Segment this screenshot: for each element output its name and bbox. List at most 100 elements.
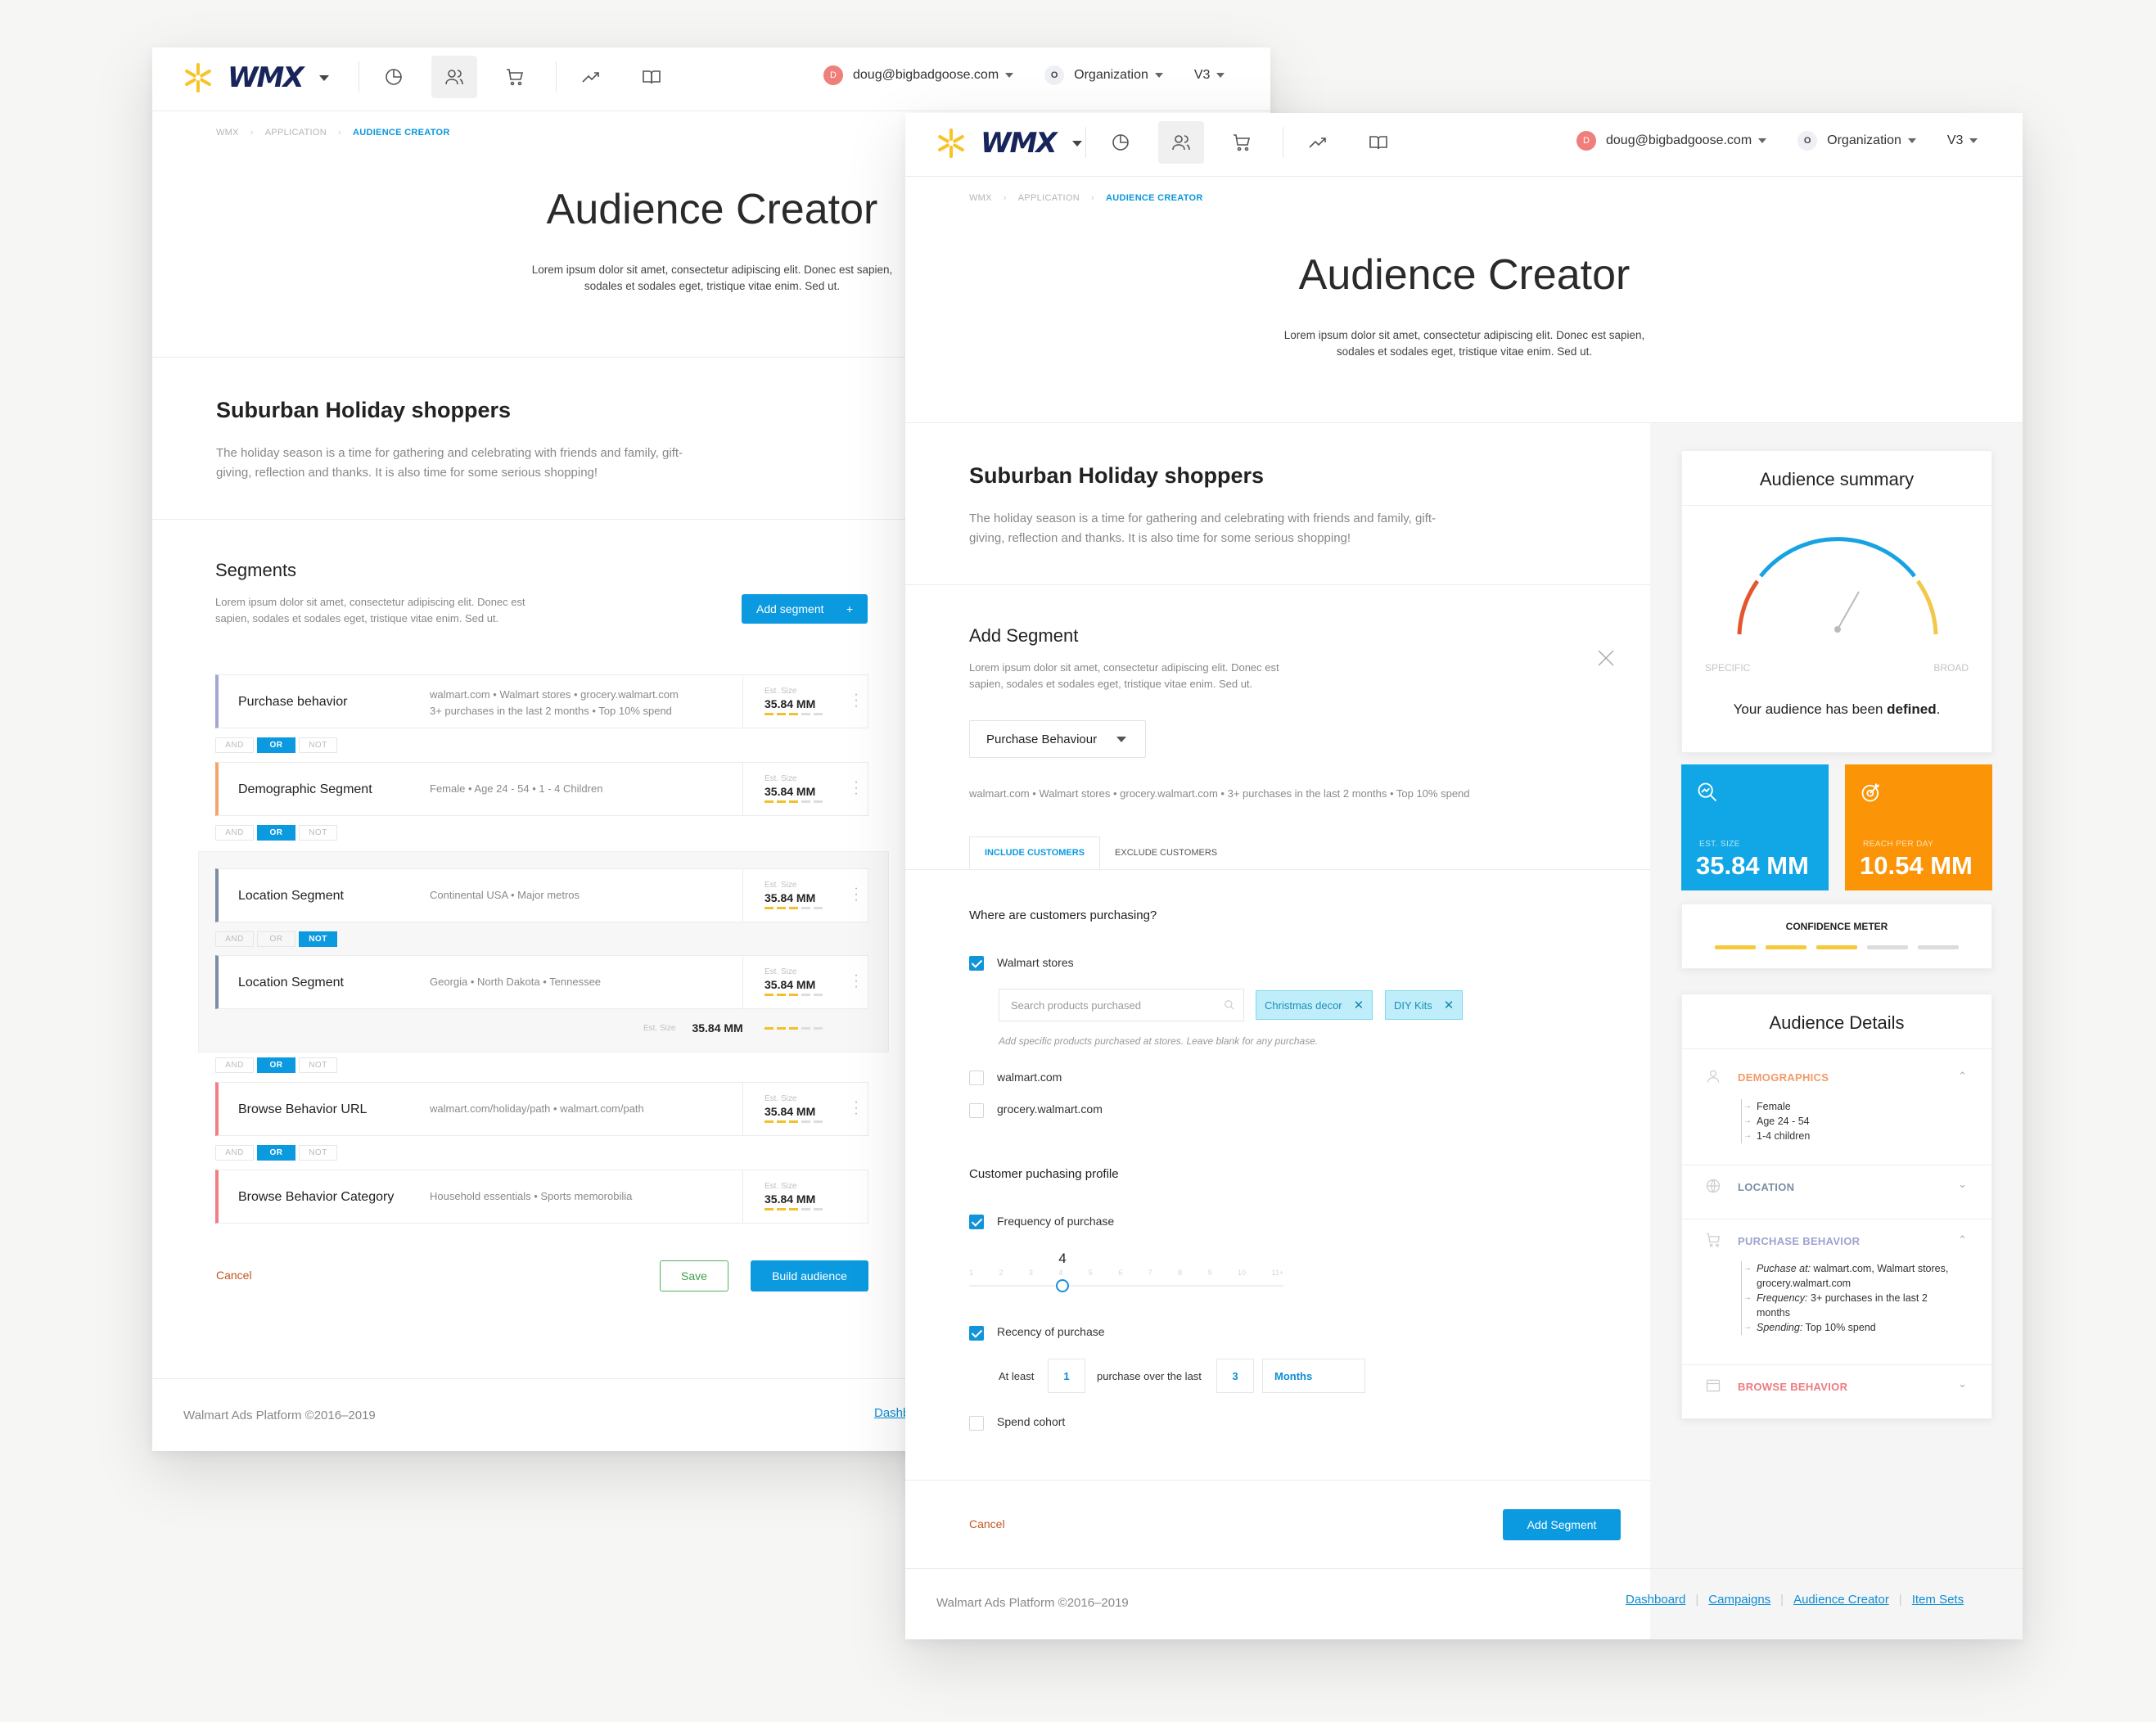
frequency-slider[interactable]: 1 2 3 4 5 6 7 8 9 10 11+ 4 bbox=[969, 1251, 1283, 1300]
est-size-value: 35.84 MM bbox=[1696, 851, 1809, 880]
logic-and[interactable]: AND bbox=[215, 1057, 254, 1073]
nav-items[interactable] bbox=[492, 56, 538, 98]
segment-card[interactable]: Browse Behavior Category Household essen… bbox=[215, 1170, 868, 1224]
purchase-count-input[interactable]: 1 bbox=[1048, 1359, 1085, 1393]
brand-menu[interactable]: WMX bbox=[182, 61, 329, 94]
logic-not[interactable]: NOT bbox=[299, 1145, 337, 1161]
segment-type-select[interactable]: Purchase Behaviour bbox=[969, 720, 1146, 758]
chevron-up-icon[interactable]: ⌃ bbox=[1958, 1070, 1967, 1082]
cancel-link[interactable]: Cancel bbox=[969, 1517, 1005, 1530]
brand-menu[interactable]: WMX bbox=[935, 127, 1082, 160]
chevron-down-icon bbox=[318, 74, 329, 81]
target-search-icon bbox=[1698, 782, 1717, 802]
more-icon[interactable]: · · · bbox=[854, 687, 859, 713]
group-total-size: 35.84 MM bbox=[692, 1021, 743, 1035]
more-icon[interactable]: · · · bbox=[854, 775, 859, 800]
nav-docs[interactable] bbox=[1355, 121, 1401, 164]
walmart-com-checkbox[interactable] bbox=[969, 1071, 984, 1085]
walmart-stores-checkbox[interactable] bbox=[969, 956, 984, 971]
chevron-up-icon[interactable]: ⌃ bbox=[1958, 1233, 1967, 1246]
logic-or[interactable]: OR bbox=[257, 737, 295, 753]
product-chip[interactable]: Christmas decor ✕ bbox=[1256, 990, 1373, 1020]
cancel-link[interactable]: Cancel bbox=[216, 1269, 252, 1282]
footer-link-item-sets[interactable]: Item Sets bbox=[1911, 1593, 1964, 1607]
details-location-header[interactable]: LOCATION bbox=[1738, 1181, 1795, 1193]
logic-and[interactable]: AND bbox=[215, 1145, 254, 1161]
chevron-down-icon bbox=[1071, 140, 1082, 147]
product-search-input[interactable]: Search products purchased bbox=[999, 989, 1244, 1021]
nav-audiences[interactable] bbox=[1158, 121, 1204, 164]
logic-not[interactable]: NOT bbox=[299, 1057, 337, 1073]
logic-or[interactable]: OR bbox=[257, 1145, 295, 1161]
breadcrumb-item[interactable]: APPLICATION bbox=[1017, 193, 1080, 203]
nav-audiences[interactable] bbox=[431, 56, 477, 98]
logic-or[interactable]: OR bbox=[257, 825, 295, 841]
logic-and[interactable]: AND bbox=[215, 825, 254, 841]
nav-trends[interactable] bbox=[568, 56, 614, 98]
save-button[interactable]: Save bbox=[660, 1260, 728, 1292]
breadcrumb-item[interactable]: WMX bbox=[969, 193, 992, 203]
more-icon[interactable]: · · · bbox=[854, 1095, 859, 1120]
footer-link-campaigns[interactable]: Campaigns bbox=[1708, 1593, 1771, 1607]
nav-items[interactable] bbox=[1219, 121, 1265, 164]
add-segment-button[interactable]: Add segment + bbox=[742, 594, 868, 624]
logic-or[interactable]: OR bbox=[257, 1057, 295, 1073]
logic-not[interactable]: NOT bbox=[299, 825, 337, 841]
tab-include-customers[interactable]: INCLUDE CUSTOMERS bbox=[969, 836, 1101, 869]
segment-card[interactable]: Demographic Segment Female • Age 24 - 54… bbox=[215, 762, 868, 816]
footer-copyright: Walmart Ads Platform ©2016–2019 bbox=[183, 1409, 376, 1422]
chevron-down-icon[interactable]: ⌄ bbox=[1958, 1377, 1967, 1390]
build-audience-button[interactable]: Build audience bbox=[751, 1260, 868, 1292]
period-unit-select[interactable]: Months bbox=[1262, 1359, 1365, 1393]
details-demographics-header[interactable]: DEMOGRAPHICS bbox=[1738, 1071, 1829, 1084]
tab-exclude-customers[interactable]: EXCLUDE CUSTOMERS bbox=[1115, 848, 1218, 858]
nav-dashboard[interactable] bbox=[371, 56, 417, 98]
segment-card[interactable]: Location Segment Continental USA • Major… bbox=[215, 868, 868, 922]
product-chip[interactable]: DIY Kits ✕ bbox=[1385, 990, 1464, 1020]
grocery-checkbox[interactable] bbox=[969, 1103, 984, 1118]
more-icon[interactable]: · · · bbox=[854, 968, 859, 994]
period-count-input[interactable]: 3 bbox=[1216, 1359, 1254, 1393]
segment-card[interactable]: Location Segment Georgia • North Dakota … bbox=[215, 955, 868, 1009]
footer-link-dashboard[interactable]: Dashb bbox=[874, 1406, 910, 1420]
logic-and[interactable]: AND bbox=[215, 931, 254, 947]
logic-not[interactable]: NOT bbox=[299, 931, 337, 947]
recency-checkbox[interactable] bbox=[969, 1326, 984, 1341]
breadcrumb-item[interactable]: APPLICATION bbox=[264, 128, 327, 137]
details-purchase-header[interactable]: PURCHASE BEHAVIOR bbox=[1738, 1235, 1861, 1247]
nav-docs[interactable] bbox=[629, 56, 674, 98]
remove-chip-icon[interactable]: ✕ bbox=[1353, 998, 1364, 1012]
details-browse-header[interactable]: BROWSE BEHAVIOR bbox=[1738, 1381, 1848, 1393]
org-label: Organization bbox=[1827, 133, 1901, 147]
chevron-down-icon[interactable]: ⌄ bbox=[1958, 1178, 1967, 1190]
trend-icon bbox=[582, 72, 599, 83]
breadcrumb-item[interactable]: WMX bbox=[216, 128, 239, 137]
nav-dashboard[interactable] bbox=[1098, 121, 1143, 164]
logic-and[interactable]: AND bbox=[215, 737, 254, 753]
segment-card[interactable]: Browse Behavior URL walmart.com/holiday/… bbox=[215, 1082, 868, 1136]
segment-card[interactable]: Purchase behavior walmart.com • Walmart … bbox=[215, 674, 868, 728]
org-menu[interactable]: O Organization bbox=[1797, 131, 1916, 151]
segment-est-size: Est. Size 35.84 MM bbox=[742, 763, 824, 815]
close-icon[interactable] bbox=[1596, 648, 1616, 668]
version-menu[interactable]: V3 bbox=[1947, 133, 1978, 148]
slider-tick: 10 bbox=[1237, 1269, 1246, 1277]
segment-meta: Female • Age 24 - 54 • 1 - 4 Children bbox=[430, 782, 603, 795]
org-menu[interactable]: O Organization bbox=[1044, 65, 1163, 85]
slider-handle[interactable] bbox=[1056, 1279, 1069, 1292]
logic-not[interactable]: NOT bbox=[299, 737, 337, 753]
nav-trends[interactable] bbox=[1295, 121, 1341, 164]
version-menu[interactable]: V3 bbox=[1194, 68, 1225, 83]
footer-link-audience-creator[interactable]: Audience Creator bbox=[1793, 1593, 1889, 1607]
more-icon[interactable]: · · · bbox=[854, 881, 859, 907]
frequency-checkbox[interactable] bbox=[969, 1215, 984, 1229]
audience-summary-card: Audience summary SPECIFIC BROAD Your aud… bbox=[1681, 450, 1992, 753]
remove-chip-icon[interactable]: ✕ bbox=[1443, 998, 1455, 1012]
footer-link-dashboard[interactable]: Dashboard bbox=[1626, 1593, 1686, 1607]
spend-cohort-checkbox[interactable] bbox=[969, 1416, 984, 1431]
add-segment-submit-button[interactable]: Add Segment bbox=[1503, 1509, 1621, 1540]
logic-or[interactable]: OR bbox=[257, 931, 295, 947]
segment-est-size: Est. Size 35.84 MM bbox=[742, 1170, 824, 1223]
